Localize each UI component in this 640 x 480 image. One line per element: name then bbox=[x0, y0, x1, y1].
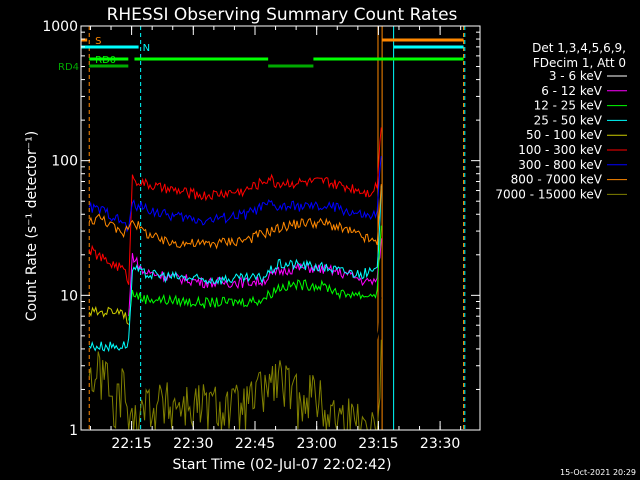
x-tick-label: 23:30 bbox=[420, 436, 460, 452]
x-tick-label: 22:30 bbox=[173, 436, 213, 452]
legend-entry-label: 800 - 7000 keV bbox=[511, 173, 603, 187]
plot-frame bbox=[80, 25, 481, 431]
flag-label-rd0: RD0 bbox=[95, 55, 116, 66]
axes: 1 10 100 1000 22:15 22:30 22:45 23:00 23:15 23:30 bbox=[42, 19, 481, 452]
legend-header-line: Det 1,3,4,5,6,9, bbox=[532, 41, 626, 55]
series-line-4 bbox=[88, 305, 130, 325]
legend-entry-label: 300 - 800 keV bbox=[518, 158, 602, 172]
legend-entry-label: 100 - 300 keV bbox=[518, 143, 602, 157]
x-tick-label: 22:45 bbox=[235, 436, 275, 452]
chart-title: RHESSI Observing Summary Count Rates bbox=[107, 5, 458, 25]
y-axis-label: Count Rate (s⁻¹ detector⁻¹) bbox=[24, 131, 40, 321]
legend-header-line: FDecim 1, Att 0 bbox=[533, 56, 626, 70]
x-tick-label: 23:00 bbox=[297, 436, 337, 452]
legend-entry-label: 3 - 6 keV bbox=[549, 69, 603, 83]
series-line-7 bbox=[88, 184, 382, 250]
legend-entry-label: 12 - 25 keV bbox=[534, 99, 603, 113]
series-line-8 bbox=[88, 339, 382, 431]
timestamp: 15-Oct-2021 20:29 bbox=[560, 468, 636, 477]
y-tick-label: 100 bbox=[51, 154, 78, 170]
chart-marks bbox=[80, 26, 466, 431]
y-tick-label: 1000 bbox=[42, 19, 78, 35]
legend-entry-label: 25 - 50 keV bbox=[534, 113, 603, 127]
y-tick-label: 10 bbox=[60, 288, 78, 304]
series-line-2 bbox=[128, 225, 382, 321]
flag-bars: S N RD0 RD4 bbox=[58, 36, 464, 73]
series-line-5 bbox=[88, 127, 382, 285]
y-tick-label: 1 bbox=[69, 423, 78, 439]
x-axis-label: Start Time (02-Jul-07 22:02:42) bbox=[172, 457, 391, 473]
flag-label-s: S bbox=[95, 36, 101, 47]
series-line-3 bbox=[88, 185, 382, 353]
series-line-0 bbox=[128, 297, 382, 356]
legend-entry-label: 6 - 12 keV bbox=[541, 84, 603, 98]
x-tick-label: 22:15 bbox=[111, 436, 151, 452]
series-line-6 bbox=[88, 155, 382, 233]
series-line-1 bbox=[128, 238, 382, 317]
legend: Det 1,3,4,5,6,9,FDecim 1, Att 03 - 6 keV… bbox=[495, 41, 627, 201]
x-tick-label: 23:15 bbox=[358, 436, 398, 452]
legend-entry-label: 7000 - 15000 keV bbox=[495, 187, 602, 201]
legend-entry-label: 50 - 100 keV bbox=[526, 128, 603, 142]
flag-label-n: N bbox=[143, 43, 150, 54]
flag-label-rd4: RD4 bbox=[58, 62, 79, 73]
